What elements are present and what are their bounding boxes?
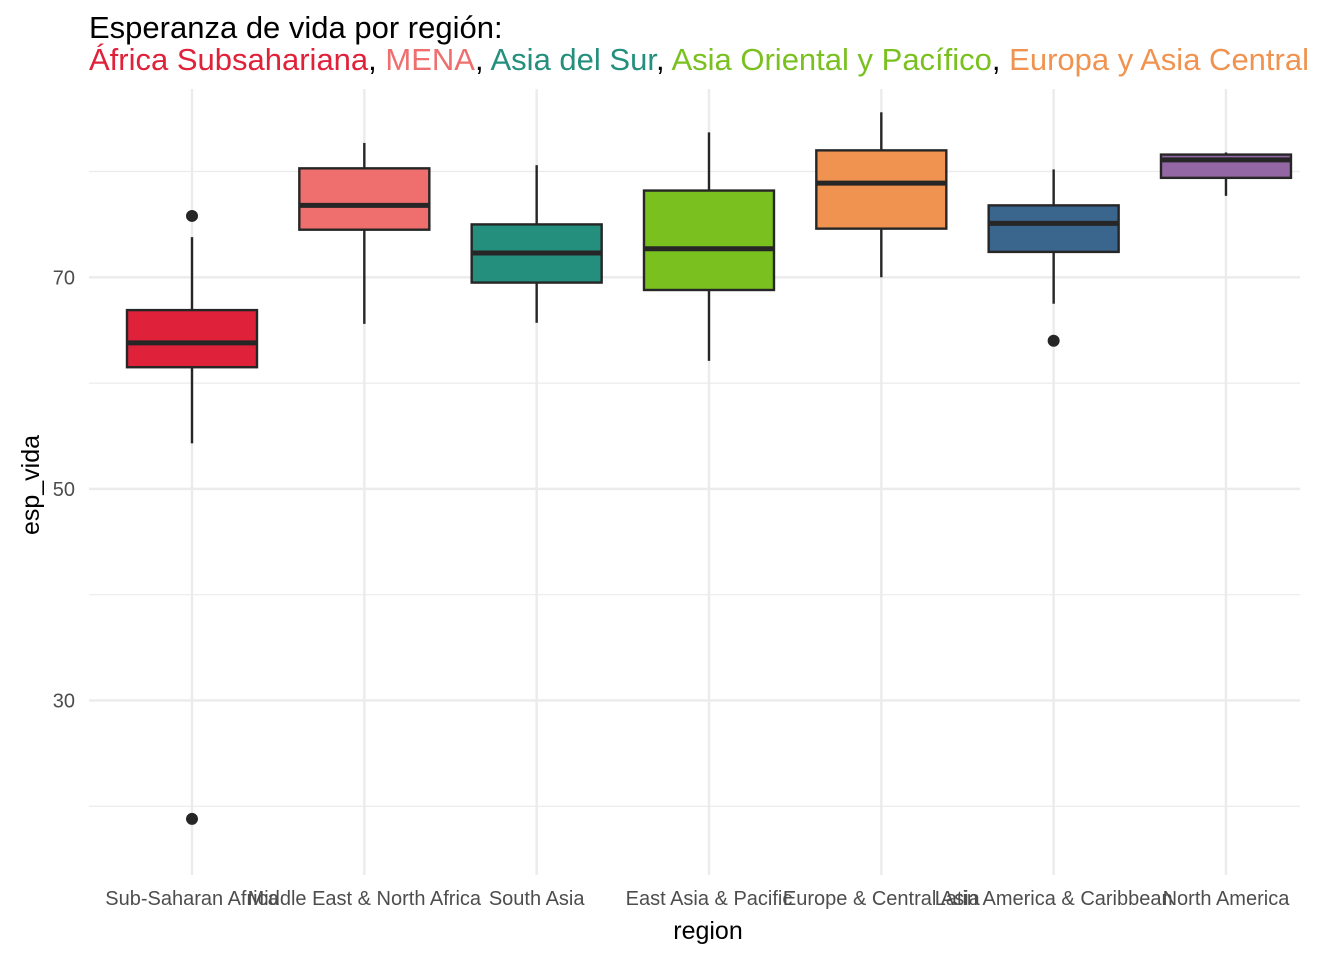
subtitle-part-6: Asia Oriental y Pacífico bbox=[671, 42, 992, 77]
box-north-america bbox=[1159, 152, 1293, 196]
outlier-point bbox=[186, 209, 198, 222]
box-east-asia-pacific bbox=[642, 132, 776, 361]
x-tick-label: Latin America & Caribbean bbox=[935, 888, 1173, 910]
subtitle-part-4: Asia del Sur bbox=[490, 42, 656, 77]
box-europe-central-asia bbox=[815, 112, 948, 278]
subtitle-part-2: MENA bbox=[385, 42, 475, 77]
y-tick-labels: 30 50 70 bbox=[53, 267, 75, 712]
subtitle-part-5: , bbox=[655, 42, 672, 77]
x-tick-label: Middle East & North Africa bbox=[248, 888, 482, 910]
subtitle-part-0: África Subsahariana bbox=[89, 42, 369, 77]
outlier-point bbox=[1047, 334, 1060, 347]
y-tick-label: 50 bbox=[53, 479, 75, 501]
y-tick-label: 70 bbox=[53, 267, 75, 289]
box-series bbox=[125, 112, 1293, 825]
box-body bbox=[987, 204, 1120, 254]
x-tick-label: Sub-Saharan Africa bbox=[105, 888, 279, 910]
chart-subtitle: África Subsahariana, MENA, Asia del Sur,… bbox=[89, 44, 1309, 75]
subtitle-part-8: Europa y Asia Central bbox=[1009, 42, 1309, 77]
subtitle-part-1: , bbox=[368, 42, 386, 77]
subtitle-part-3: , bbox=[474, 42, 491, 77]
box-middle-east-north-africa bbox=[298, 142, 431, 324]
box-body bbox=[125, 308, 259, 369]
x-tick-label: North America bbox=[1163, 888, 1291, 910]
box-body bbox=[642, 189, 776, 292]
box-body bbox=[815, 149, 948, 230]
x-tick-label: East Asia & Pacific bbox=[626, 888, 793, 910]
box-south-asia bbox=[470, 165, 603, 323]
x-axis-label: region bbox=[673, 917, 743, 945]
box-sub-saharan-africa bbox=[125, 209, 259, 825]
y-tick-label: 30 bbox=[53, 690, 75, 712]
box-latin-america-caribbean bbox=[987, 169, 1120, 347]
box-body bbox=[298, 167, 431, 231]
x-tick-label: Europe & Central Asia bbox=[783, 888, 981, 910]
y-axis-label: esp_vida bbox=[17, 435, 45, 535]
subtitle-part-7: , bbox=[991, 42, 1010, 77]
chart-title: Esperanza de vida por región: bbox=[89, 10, 503, 45]
outlier-point bbox=[186, 812, 198, 825]
x-tick-label: South Asia bbox=[489, 888, 586, 910]
